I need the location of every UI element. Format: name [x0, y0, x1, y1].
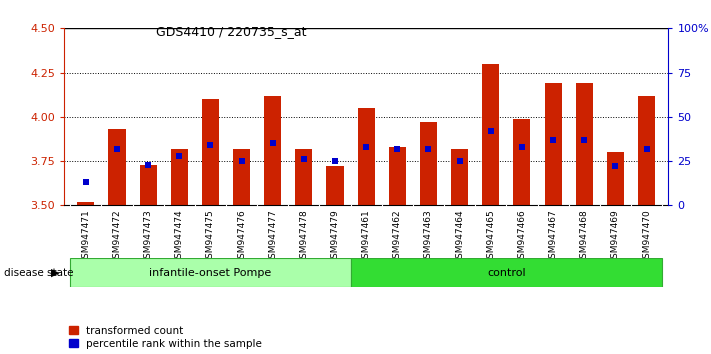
- FancyBboxPatch shape: [351, 258, 662, 287]
- Bar: [171, 149, 188, 205]
- Bar: [358, 108, 375, 205]
- Text: ▶: ▶: [51, 268, 60, 278]
- Text: control: control: [487, 268, 525, 278]
- Bar: [264, 96, 282, 205]
- Bar: [545, 83, 562, 205]
- Text: disease state: disease state: [4, 268, 73, 278]
- Text: GSM947461: GSM947461: [362, 210, 370, 264]
- Text: GSM947469: GSM947469: [611, 210, 620, 264]
- Text: GSM947462: GSM947462: [392, 210, 402, 264]
- Bar: [202, 99, 219, 205]
- Text: GSM947464: GSM947464: [455, 210, 464, 264]
- Bar: [326, 166, 343, 205]
- Text: GSM947476: GSM947476: [237, 210, 246, 264]
- Bar: [233, 149, 250, 205]
- Text: GSM947478: GSM947478: [299, 210, 309, 264]
- Text: GSM947475: GSM947475: [206, 210, 215, 264]
- Text: GSM947471: GSM947471: [81, 210, 90, 264]
- FancyBboxPatch shape: [70, 258, 351, 287]
- Text: GSM947474: GSM947474: [175, 210, 183, 264]
- Bar: [576, 83, 593, 205]
- Bar: [389, 147, 406, 205]
- Text: GSM947477: GSM947477: [268, 210, 277, 264]
- Bar: [606, 152, 624, 205]
- Text: GSM947473: GSM947473: [144, 210, 153, 264]
- Text: GSM947470: GSM947470: [642, 210, 651, 264]
- Text: GSM947465: GSM947465: [486, 210, 496, 264]
- Bar: [513, 119, 530, 205]
- Text: GDS4410 / 220735_s_at: GDS4410 / 220735_s_at: [156, 25, 307, 38]
- Text: infantile-onset Pompe: infantile-onset Pompe: [149, 268, 272, 278]
- Text: GSM947466: GSM947466: [518, 210, 526, 264]
- Bar: [638, 96, 655, 205]
- Text: GSM947467: GSM947467: [549, 210, 557, 264]
- Text: GSM947472: GSM947472: [112, 210, 122, 264]
- Bar: [139, 165, 156, 205]
- Legend: transformed count, percentile rank within the sample: transformed count, percentile rank withi…: [69, 326, 262, 349]
- Text: GSM947479: GSM947479: [331, 210, 340, 264]
- Bar: [420, 122, 437, 205]
- Bar: [451, 149, 468, 205]
- Text: GSM947463: GSM947463: [424, 210, 433, 264]
- Bar: [295, 149, 312, 205]
- Bar: [108, 129, 126, 205]
- Text: GSM947468: GSM947468: [579, 210, 589, 264]
- Bar: [77, 202, 95, 205]
- Bar: [482, 64, 499, 205]
